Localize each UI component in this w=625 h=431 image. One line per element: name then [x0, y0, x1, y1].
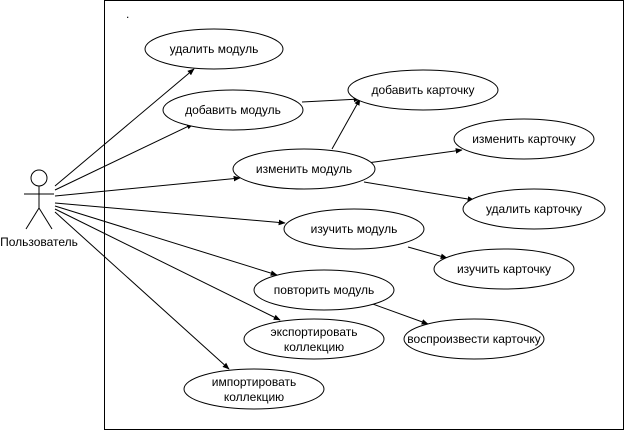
use-case-label: удалить карточку: [486, 202, 582, 216]
use-case-label: изменить модуль: [256, 162, 352, 176]
use-case-add-card[interactable]: добавить карточку: [347, 69, 499, 111]
use-case-label: воспроизвести карточку: [407, 332, 540, 346]
use-case-label-line2: коллекцию: [284, 340, 344, 354]
use-case-label-line2: коллекцию: [224, 390, 284, 404]
use-case-label: импортировать: [212, 375, 296, 389]
actor-leg-left: [25, 207, 40, 230]
association-edit-module-to-edit-card: [366, 148, 463, 164]
association-edit-module-to-delete-card: [363, 181, 475, 202]
use-case-export-collection[interactable]: экспортировать коллекцию: [243, 318, 385, 360]
use-case-label: повторить модуль: [274, 283, 374, 297]
use-case-edit-module[interactable]: изменить модуль: [232, 148, 376, 190]
use-case-add-module[interactable]: добавить модуль: [162, 89, 304, 131]
use-case-label: добавить карточку: [371, 83, 474, 97]
association-edit-module-to-add-card: [331, 98, 361, 150]
use-case-delete-module[interactable]: удалить модуль: [144, 28, 284, 70]
use-case-play-card[interactable]: воспроизвести карточку: [403, 318, 545, 360]
association-actor-to-repeat-module: [54, 205, 278, 276]
use-case-study-module[interactable]: изучить модуль: [283, 208, 425, 250]
boundary-marker: .: [126, 7, 129, 21]
use-case-label: изучить карточку: [457, 262, 551, 276]
use-case-delete-card[interactable]: удалить карточку: [462, 188, 606, 230]
association-repeat-module-to-play-card: [369, 302, 429, 325]
association-actor-to-delete-module: [54, 68, 195, 187]
association-actor-to-study-module: [54, 202, 286, 226]
use-case-edit-card[interactable]: изменить карточку: [453, 118, 595, 160]
actor-leg-right: [38, 207, 53, 230]
associations: [54, 68, 475, 370]
actor-user[interactable]: Пользователь: [0, 169, 78, 249]
use-case-label: удалить модуль: [170, 42, 259, 56]
use-case-label: изменить карточку: [472, 132, 576, 146]
association-actor-to-edit-module: [54, 175, 241, 197]
association-actor-to-add-module: [54, 123, 194, 191]
association-study-module-to-study-card: [407, 246, 448, 259]
use-case-repeat-module[interactable]: повторить модуль: [253, 269, 395, 311]
association-actor-to-export-collection: [54, 208, 281, 321]
use-case-label: добавить модуль: [185, 103, 281, 117]
use-case-label: экспортировать: [270, 325, 357, 339]
actor-label: Пользователь: [0, 235, 78, 249]
use-case-label: изучить модуль: [311, 222, 398, 236]
association-actor-to-import-collection: [54, 211, 230, 370]
actor-head: [30, 169, 48, 187]
use-case-import-collection[interactable]: импортировать коллекцию: [183, 368, 325, 410]
use-case-study-card[interactable]: изучить карточку: [433, 248, 575, 290]
association-add-module-to-add-card: [301, 96, 361, 103]
